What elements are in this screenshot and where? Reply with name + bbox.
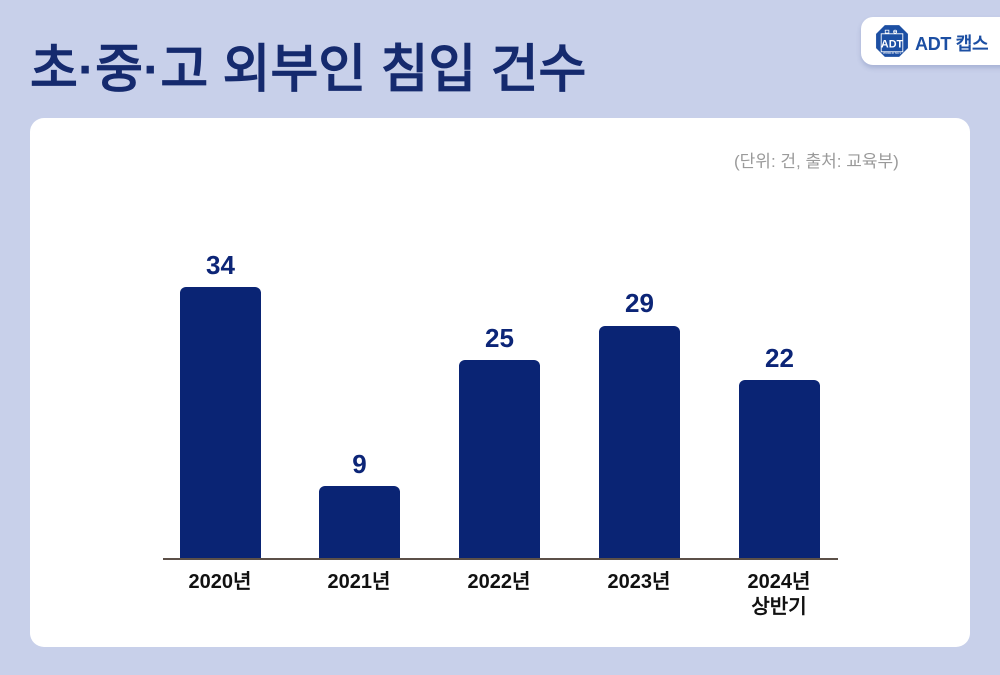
svg-text:ADT: ADT — [881, 38, 904, 50]
svg-text:WORLD No.1: WORLD No.1 — [883, 51, 901, 55]
